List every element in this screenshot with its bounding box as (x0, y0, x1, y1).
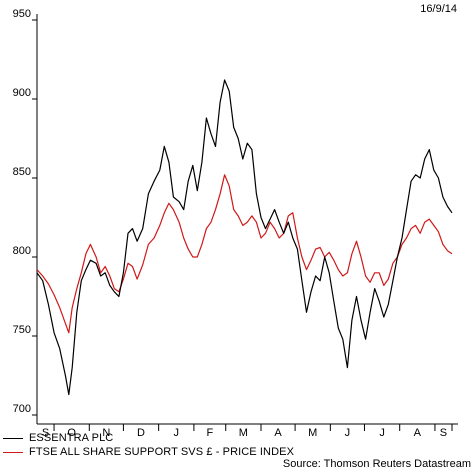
y-tick-label: 800 (13, 245, 31, 257)
x-month-label: S (42, 427, 49, 439)
x-month-label: O (67, 427, 76, 439)
y-tick-label: 850 (13, 166, 31, 178)
series-line-essentra (36, 79, 453, 396)
x-month-label: A (414, 427, 422, 439)
x-month-label: D (137, 427, 145, 439)
y-tick-labels: 700 750 800 850 900 950 (13, 8, 37, 416)
x-month-label: S (440, 427, 447, 439)
legend-label-essentra: ESSENTRA PLC (29, 432, 114, 444)
chart-date-label: 16/9/14 (420, 3, 457, 15)
source-note: Source: Thomson Reuters Datastream (282, 458, 471, 470)
series-lines (36, 79, 453, 396)
x-month-label: M (308, 427, 317, 439)
x-month-label: F (206, 427, 213, 439)
legend-entry-ftse: FTSE ALL SHARE SUPPORT SVS £ - PRICE IND… (0, 445, 294, 459)
x-month-label: J (345, 427, 351, 439)
y-tick-label: 900 (13, 87, 31, 99)
x-month-label: A (274, 427, 282, 439)
x-month-label: N (102, 427, 110, 439)
x-month-label: J (379, 427, 385, 439)
legend-label-ftse: FTSE ALL SHARE SUPPORT SVS £ - PRICE IND… (29, 446, 295, 458)
chart-axes (36, 14, 458, 425)
legend-swatch-black (3, 437, 23, 439)
y-tick-label: 700 (13, 403, 31, 415)
x-month-label: M (239, 427, 248, 439)
legend-entry-essentra: ESSENTRA PLC (0, 431, 113, 445)
y-tick-label: 750 (13, 324, 31, 336)
x-month-label: J (174, 427, 180, 439)
series-line-ftse (36, 174, 453, 334)
y-tick-label: 950 (13, 8, 31, 20)
legend-swatch-red (3, 451, 23, 453)
